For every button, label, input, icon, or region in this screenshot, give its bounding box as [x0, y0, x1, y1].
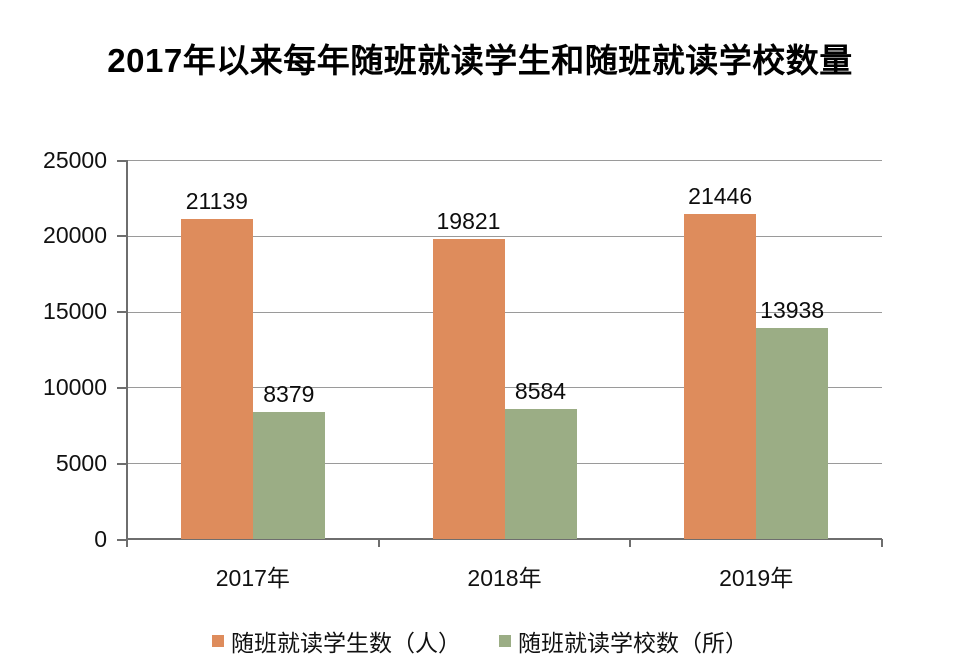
y-axis-tick	[117, 235, 126, 238]
y-axis-tick	[117, 311, 126, 314]
bar-value-label: 8584	[514, 377, 567, 404]
bar-students-2019年	[684, 213, 757, 539]
y-axis-label: 20000	[43, 222, 107, 249]
legend-label-schools: 随班就读学校数（所）	[518, 630, 748, 656]
x-axis-label: 2017年	[215, 565, 290, 591]
y-axis-tick	[117, 159, 126, 162]
x-axis-tick	[377, 539, 380, 547]
plot-area: 0 5000 10000 15000 20000 25000 21139 8379 2017年 1…	[43, 148, 883, 591]
bar-schools-2018年	[504, 408, 577, 539]
y-axis-label: 25000	[43, 146, 107, 173]
gridline	[127, 311, 882, 313]
y-axis-line	[126, 160, 128, 547]
x-axis-label: 2019年	[719, 565, 794, 591]
bar-schools-2019年	[756, 327, 829, 539]
chart-title: 2017年以来每年随班就读学生和随班就读学校数量	[107, 42, 853, 79]
legend-item-students: 随班就读学生数（人）	[212, 624, 461, 658]
y-axis-label: 15000	[43, 298, 107, 325]
x-axis-line	[127, 538, 882, 540]
x-axis-tick	[629, 539, 632, 547]
bar-students-2017年	[180, 218, 253, 539]
legend-label-students: 随班就读学生数（人）	[231, 630, 461, 656]
gridline	[127, 160, 882, 161]
x-axis-label: 2018年	[467, 565, 542, 591]
y-axis-label: 5000	[55, 449, 107, 476]
bar-value-label: 21139	[185, 187, 248, 214]
x-axis-tick	[126, 539, 128, 547]
bar-schools-2017年	[252, 411, 325, 539]
legend: 随班就读学生数（人） 随班就读学校数（所）	[0, 624, 960, 658]
y-axis-tick	[117, 538, 126, 541]
legend-item-schools: 随班就读学校数（所）	[499, 624, 748, 658]
bar-students-2018年	[432, 238, 505, 539]
y-axis-label: 0	[94, 525, 107, 552]
legend-swatch-schools-icon	[499, 635, 511, 647]
bar-value-label: 13938	[760, 296, 825, 323]
legend-swatch-students-icon	[212, 635, 224, 647]
gridline	[127, 387, 882, 389]
y-axis-tick	[117, 386, 126, 389]
gridline	[127, 235, 882, 237]
bar-value-label: 8379	[263, 380, 315, 407]
x-axis-tick	[881, 539, 883, 547]
y-axis-tick	[117, 462, 126, 465]
bar-value-label: 21446	[688, 182, 753, 209]
y-axis-label: 10000	[43, 373, 107, 400]
bar-value-label: 19821	[436, 207, 501, 234]
